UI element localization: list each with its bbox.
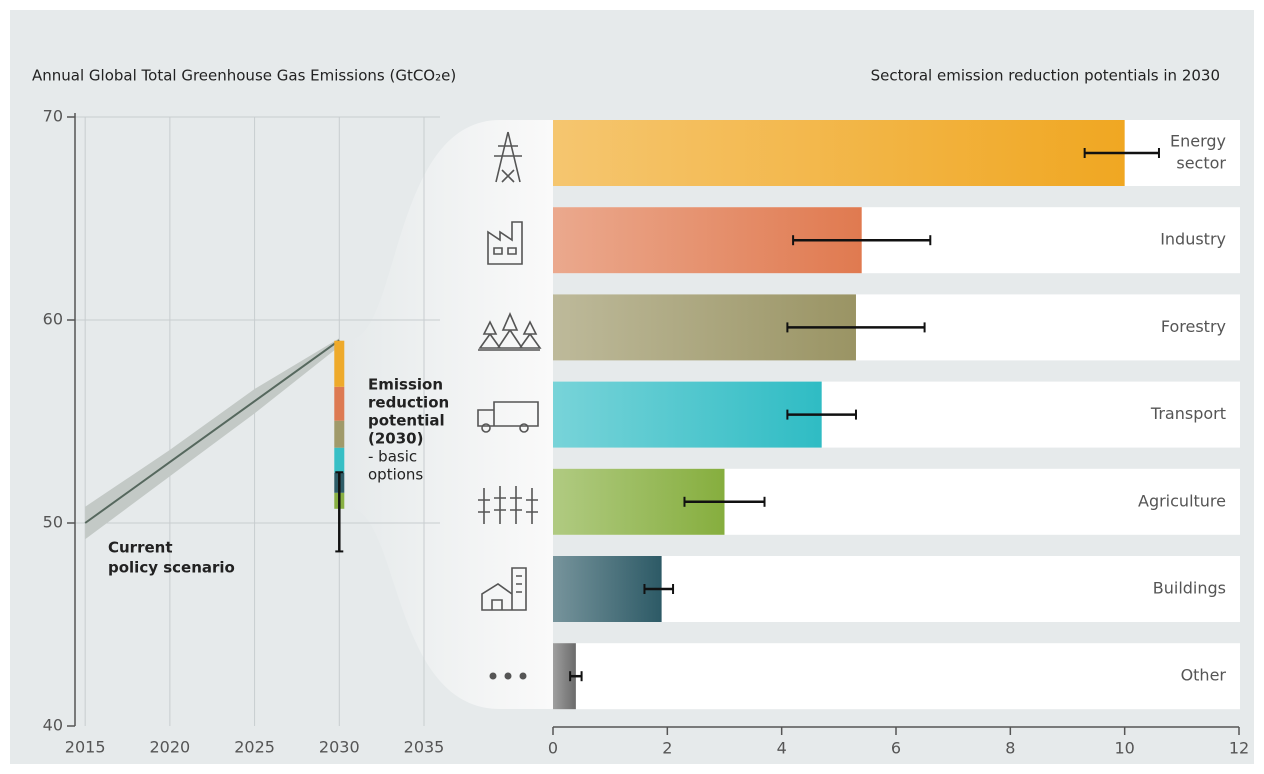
x-tick-label: 2020 <box>150 738 191 757</box>
category-label: Other <box>1181 666 1227 685</box>
emission-line <box>84 339 340 524</box>
dot <box>504 672 512 680</box>
category-label: Industry <box>1160 230 1226 249</box>
category-label: Buildings <box>1153 579 1226 598</box>
wheel <box>519 423 529 433</box>
x-tick-label: 2035 <box>404 738 445 757</box>
potential-label: options <box>368 466 423 484</box>
category-label: Agriculture <box>1138 491 1226 510</box>
stack-segment <box>334 340 345 387</box>
category-label: sector <box>1176 154 1226 173</box>
x-tick-label: 4 <box>777 739 787 758</box>
scenario-label: Current <box>108 539 173 557</box>
x-tick-label: 0 <box>548 739 558 758</box>
left-title: Annual Global Total Greenhouse Gas Emiss… <box>32 67 456 85</box>
dot <box>519 672 527 680</box>
y-tick-label: 50 <box>43 513 63 532</box>
y-tick-label: 70 <box>43 107 63 126</box>
potential-label: Emission <box>368 376 443 394</box>
category-label: Energy <box>1170 132 1226 151</box>
factory-icon <box>487 221 523 265</box>
stack-segment <box>334 386 345 421</box>
track <box>553 643 1240 710</box>
category-label: Forestry <box>1161 317 1226 336</box>
x-tick-label: 2025 <box>234 738 275 757</box>
x-tick-label: 12 <box>1229 739 1249 758</box>
icons <box>477 131 542 680</box>
potential-label: (2030) <box>368 430 423 448</box>
bar <box>553 120 1125 186</box>
potential-label: - basic <box>368 448 417 466</box>
stack-segment <box>334 447 345 473</box>
truck-icon <box>477 401 539 427</box>
funnel <box>348 120 553 709</box>
y-tick-label: 40 <box>43 716 63 735</box>
x-tick-label: 8 <box>1005 739 1015 758</box>
y-tick-label: 60 <box>43 310 63 329</box>
trees-icon <box>478 312 542 351</box>
x-tick-label: 2030 <box>319 738 360 757</box>
building-icon <box>481 567 527 611</box>
right-title: Sectoral emission reduction potentials i… <box>871 67 1220 85</box>
x-tick-label: 10 <box>1114 739 1134 758</box>
x-tick-label: 2015 <box>65 738 106 757</box>
dot <box>489 672 497 680</box>
potential-label: potential <box>368 412 445 430</box>
x-tick-label: 2 <box>662 739 672 758</box>
bar <box>553 381 822 448</box>
category-label: Transport <box>1150 404 1226 423</box>
x-tick-label: 6 <box>891 739 901 758</box>
uncertainty-band <box>85 338 340 540</box>
potential-label: reduction <box>368 394 449 412</box>
bar <box>553 643 576 710</box>
pylon-icon <box>494 131 522 183</box>
scenario-label: policy scenario <box>108 559 235 577</box>
wheel <box>481 423 491 433</box>
stack-segment <box>334 420 345 448</box>
crops-icon <box>478 486 538 524</box>
